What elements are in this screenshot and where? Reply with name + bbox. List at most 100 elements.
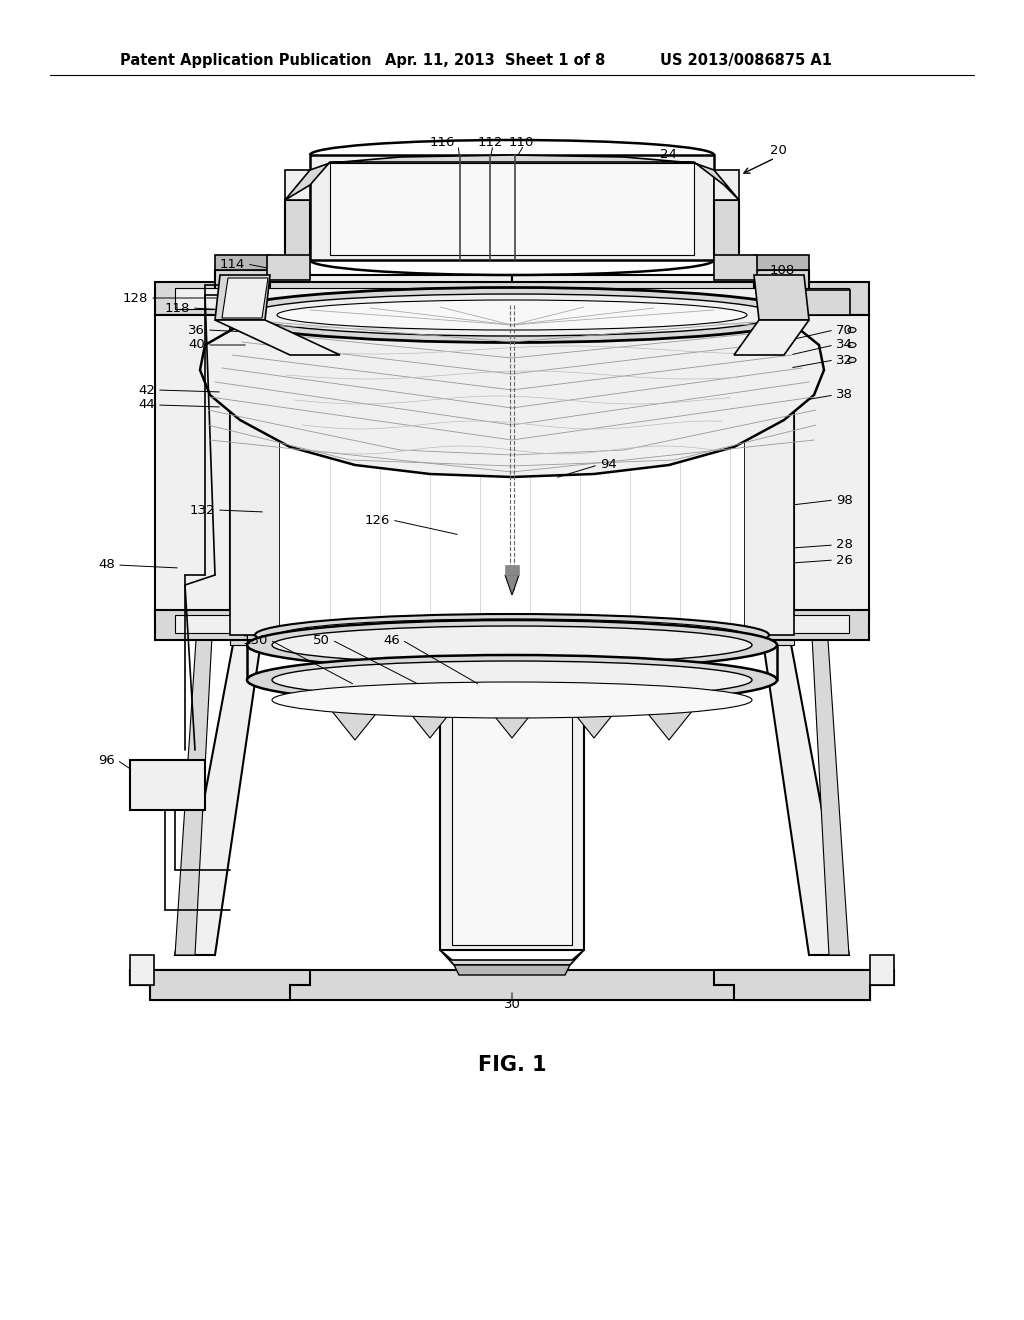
- Text: 36: 36: [188, 323, 205, 337]
- Text: 112: 112: [477, 136, 503, 149]
- Ellipse shape: [272, 661, 752, 700]
- Polygon shape: [800, 290, 850, 315]
- Ellipse shape: [272, 682, 752, 718]
- Polygon shape: [454, 965, 570, 975]
- Polygon shape: [267, 255, 310, 280]
- Polygon shape: [285, 154, 739, 201]
- Polygon shape: [744, 315, 794, 635]
- Polygon shape: [230, 275, 270, 579]
- Polygon shape: [215, 319, 340, 355]
- Polygon shape: [315, 690, 395, 741]
- Text: 114: 114: [219, 257, 245, 271]
- Polygon shape: [734, 319, 809, 355]
- Bar: [175, 288, 849, 309]
- Text: 46: 46: [383, 634, 400, 647]
- Text: 30: 30: [504, 998, 520, 1011]
- Text: 126: 126: [365, 513, 390, 527]
- Polygon shape: [175, 579, 215, 954]
- Polygon shape: [285, 170, 310, 201]
- Text: 98: 98: [836, 494, 853, 507]
- Text: 70: 70: [836, 323, 853, 337]
- Text: 128: 128: [123, 292, 148, 305]
- Polygon shape: [754, 275, 809, 319]
- Ellipse shape: [278, 300, 746, 330]
- Polygon shape: [390, 688, 470, 738]
- Text: 50: 50: [313, 634, 330, 647]
- Polygon shape: [215, 271, 270, 294]
- Polygon shape: [734, 579, 814, 601]
- Polygon shape: [714, 255, 757, 280]
- Ellipse shape: [255, 614, 769, 656]
- Polygon shape: [215, 601, 285, 615]
- Polygon shape: [310, 154, 714, 260]
- Polygon shape: [714, 170, 739, 201]
- Polygon shape: [215, 255, 270, 271]
- Text: 20: 20: [770, 144, 786, 157]
- Bar: [175, 615, 849, 634]
- Polygon shape: [130, 970, 310, 1001]
- Text: 130: 130: [243, 634, 268, 647]
- Polygon shape: [440, 950, 584, 965]
- Polygon shape: [472, 688, 552, 738]
- Polygon shape: [210, 579, 290, 601]
- Text: 38: 38: [836, 388, 853, 401]
- Polygon shape: [714, 970, 890, 1001]
- Polygon shape: [505, 576, 519, 595]
- Polygon shape: [230, 275, 512, 294]
- Polygon shape: [754, 275, 794, 579]
- Ellipse shape: [217, 288, 807, 342]
- Text: US 2013/0086875 A1: US 2013/0086875 A1: [660, 53, 831, 67]
- Polygon shape: [230, 615, 794, 635]
- Text: Patent Application Publication: Patent Application Publication: [120, 53, 372, 67]
- Ellipse shape: [247, 655, 777, 705]
- Text: 42: 42: [138, 384, 155, 396]
- Ellipse shape: [247, 294, 777, 337]
- Ellipse shape: [848, 327, 856, 333]
- Ellipse shape: [848, 342, 856, 347]
- Polygon shape: [155, 610, 869, 640]
- Polygon shape: [505, 565, 519, 576]
- Text: 96: 96: [98, 754, 115, 767]
- Text: 118: 118: [165, 301, 190, 314]
- Polygon shape: [452, 635, 572, 945]
- Text: 108: 108: [770, 264, 796, 276]
- Polygon shape: [870, 954, 894, 985]
- Text: FIG. 1: FIG. 1: [477, 1055, 547, 1074]
- Ellipse shape: [848, 358, 856, 363]
- Polygon shape: [285, 201, 310, 260]
- Polygon shape: [330, 162, 694, 255]
- Polygon shape: [739, 601, 809, 615]
- Polygon shape: [754, 255, 809, 271]
- Text: 110: 110: [508, 136, 534, 149]
- Polygon shape: [754, 271, 809, 294]
- Polygon shape: [215, 275, 270, 319]
- Polygon shape: [222, 279, 268, 318]
- Polygon shape: [155, 315, 230, 620]
- Text: 44: 44: [138, 399, 155, 412]
- Polygon shape: [200, 315, 824, 477]
- Ellipse shape: [272, 626, 752, 664]
- Polygon shape: [230, 315, 280, 635]
- Polygon shape: [754, 579, 849, 954]
- Polygon shape: [440, 630, 584, 950]
- Polygon shape: [130, 760, 205, 810]
- Polygon shape: [794, 315, 869, 620]
- Text: 34: 34: [836, 338, 853, 351]
- Polygon shape: [175, 579, 270, 954]
- Text: 48: 48: [98, 558, 115, 572]
- Polygon shape: [230, 635, 794, 645]
- Text: 26: 26: [836, 553, 853, 566]
- Text: 28: 28: [836, 539, 853, 552]
- Text: 32: 32: [836, 354, 853, 367]
- Polygon shape: [714, 201, 739, 260]
- Polygon shape: [512, 275, 794, 294]
- Polygon shape: [809, 579, 849, 954]
- Polygon shape: [155, 282, 869, 315]
- Text: 116: 116: [430, 136, 455, 149]
- Text: 24: 24: [660, 149, 677, 161]
- Ellipse shape: [280, 619, 744, 651]
- Text: 40: 40: [188, 338, 205, 351]
- Polygon shape: [629, 690, 709, 741]
- Text: 132: 132: [189, 503, 215, 516]
- Polygon shape: [280, 315, 744, 635]
